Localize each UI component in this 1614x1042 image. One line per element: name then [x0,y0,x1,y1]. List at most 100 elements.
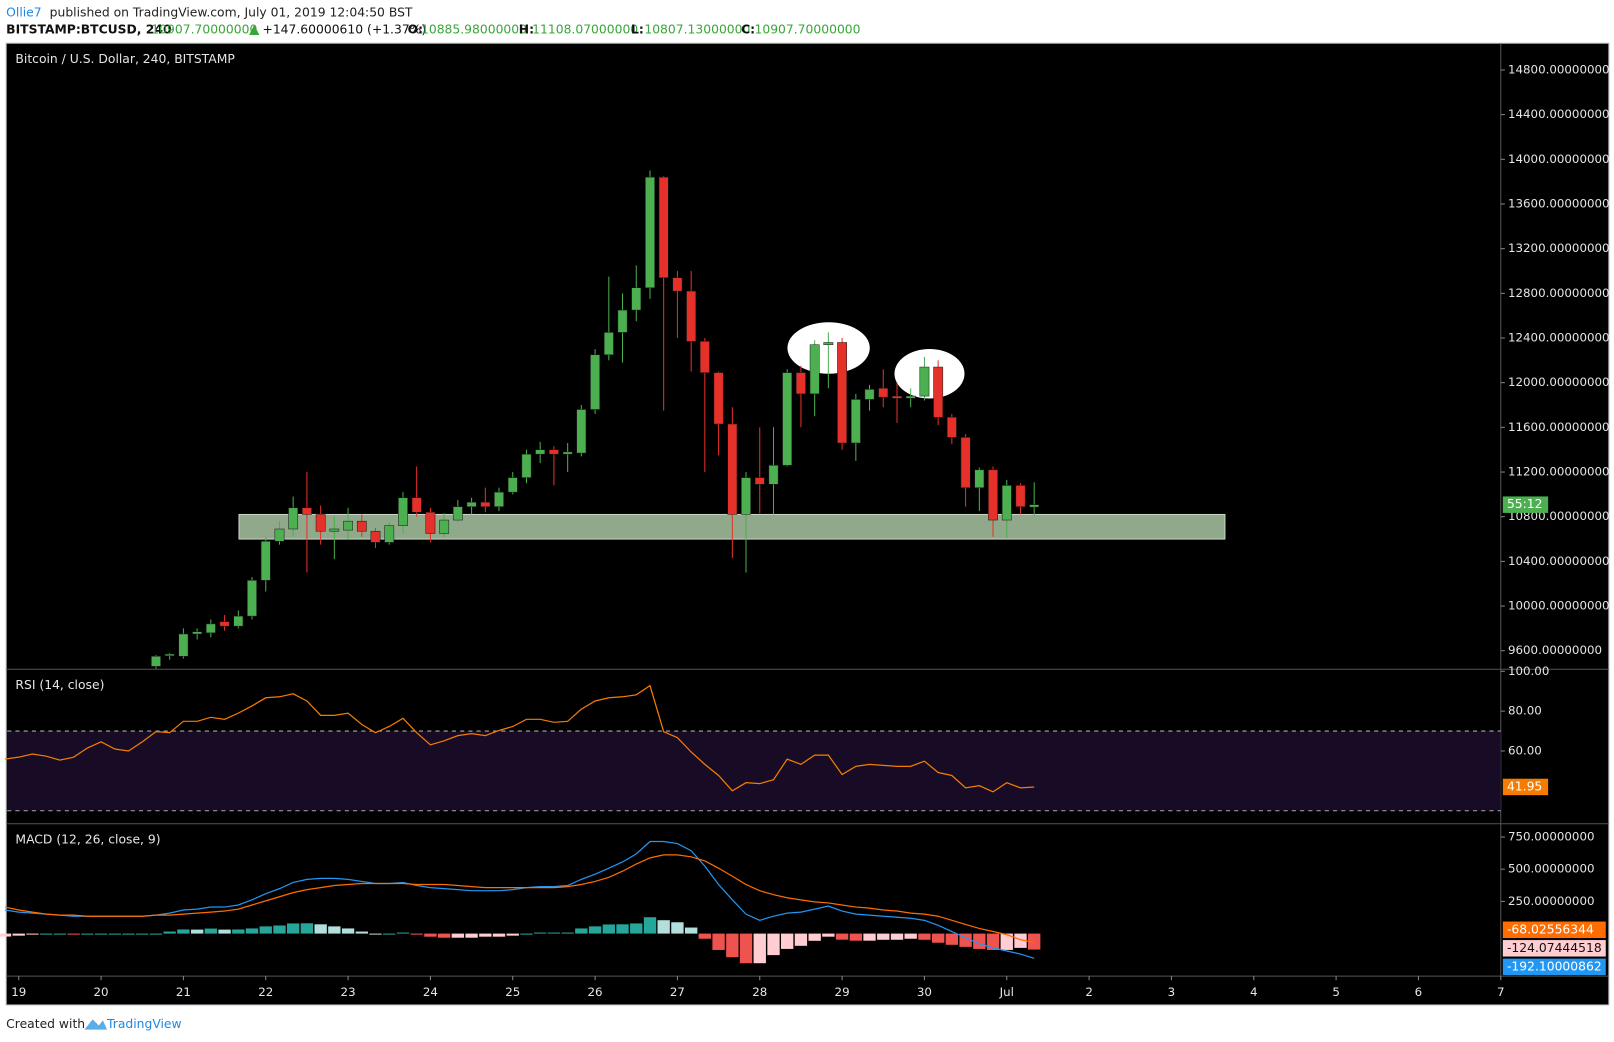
histogram-bar [630,923,643,934]
brand-link[interactable]: TradingView [106,1017,182,1031]
histogram-bar [520,933,533,935]
histogram-bar [726,933,739,958]
candle-body [946,417,957,438]
histogram-bar [12,933,25,936]
ohlc-value: 11108.07000000 [532,22,638,36]
histogram-bar [849,933,863,941]
histogram-bar [1028,933,1041,950]
candle-body [205,623,216,634]
histogram-bar [1000,933,1013,950]
histogram-bar [300,923,314,934]
histogram-bar [931,933,945,943]
candle-body [631,287,642,311]
last-value: -124.07444518 [1507,941,1602,955]
histogram-bar [506,933,519,936]
histogram-bar [245,928,259,934]
histogram-bar [602,924,616,934]
y-tick-label: 12000.00000000 [1508,375,1610,389]
histogram-bar [410,933,423,935]
histogram-bar [739,933,753,964]
candle-body [219,621,230,627]
histogram-bar [163,931,176,934]
histogram-bar [204,928,217,934]
candle-body [247,580,257,617]
x-tick-label: 3 [1168,985,1176,999]
candle-body [425,511,436,534]
histogram-bar [328,926,341,934]
y-tick-label: 14800.00000000 [1508,62,1610,76]
candle-body [151,656,161,667]
author-link[interactable]: Ollie7 [6,5,41,19]
histogram-bar [465,933,478,938]
candle-body [370,530,381,543]
histogram-bar [190,929,204,934]
candle-body [919,366,930,397]
x-tick-label: 28 [752,985,767,999]
x-tick-label: 6 [1415,985,1423,999]
histogram-bar [877,933,890,940]
y-tick-label: 80.00 [1508,704,1542,718]
last-price: 10907.70000000 [151,22,257,36]
histogram-bar [136,933,149,935]
ohlc-value: 10885.98000000 [421,22,527,36]
y-tick-label: 14000.00000000 [1508,152,1610,166]
histogram-bar [492,933,506,937]
candle-body [288,507,299,530]
last-value-bg [1502,958,1606,976]
candle-body [933,366,944,418]
histogram-bar [671,922,684,934]
pane-title: Bitcoin / U.S. Dollar, 240, BITSTAMP [15,52,235,66]
y-tick-label: 60.00 [1508,743,1542,757]
histogram-bar [575,928,588,934]
histogram-bar [424,933,437,937]
histogram-bar [273,925,286,934]
histogram-bar [479,933,492,937]
histogram-bar [684,927,698,934]
histogram-bar [259,926,272,934]
countdown-bg [1502,496,1549,513]
histogram-bar [396,932,410,934]
candle-body [439,519,450,534]
histogram-bar [0,933,12,937]
x-tick-label: 26 [588,985,603,999]
histogram-bar [94,933,108,935]
candle-body [494,491,504,507]
brand-logo[interactable] [84,1019,108,1030]
candle-body [645,176,655,289]
y-tick-label: 12400.00000000 [1508,331,1610,345]
symbol: BITSTAMP:BTCUSD, 240 [6,22,171,36]
histogram-bar [108,933,121,935]
candle-body [452,506,463,521]
candle-body [535,449,546,455]
candle-body [741,477,751,515]
histogram-bar [780,933,794,949]
histogram-bar [286,923,300,934]
histogram-bar [588,926,602,934]
candle-body [466,501,477,507]
x-tick-label: 27 [670,985,685,999]
candle-body [302,507,312,515]
x-tick-label: 2 [1085,985,1093,999]
histogram-bar [26,933,39,935]
histogram-bar [437,933,451,938]
y-tick-label: 13200.00000000 [1508,241,1610,255]
candle-body [754,477,765,485]
candle-body [892,395,902,399]
histogram-bar [81,933,94,935]
histogram-bar [657,920,670,934]
histogram-bar [986,933,1000,950]
histogram-bar [945,933,959,945]
candle-body [837,342,847,444]
candle-body [384,525,395,543]
last-value-bg [1502,921,1606,939]
candle-body [850,399,861,444]
histogram-bar [616,924,629,934]
candle-body [315,514,326,532]
histogram-bar [561,932,574,934]
candle-body [603,332,614,356]
last-value-bg [1502,940,1606,957]
candle-body [617,309,628,333]
histogram-bar [451,933,465,938]
